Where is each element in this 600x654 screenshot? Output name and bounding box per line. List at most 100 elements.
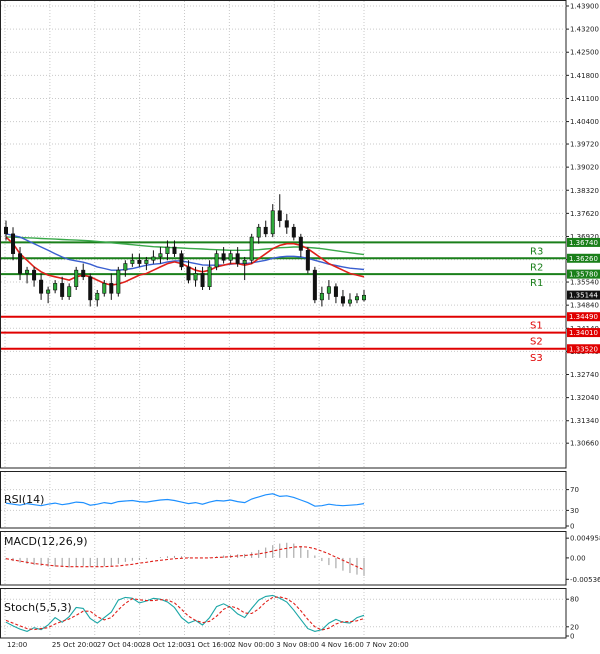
main-y-tick-label: 1.34840 bbox=[570, 302, 599, 310]
candle-body bbox=[263, 226, 268, 235]
candles bbox=[4, 194, 366, 307]
candle-body bbox=[130, 259, 135, 264]
candle-body bbox=[214, 253, 219, 268]
main-y-tick-label: 1.35540 bbox=[570, 279, 599, 287]
rsi-title: RSI(14) bbox=[4, 493, 44, 506]
level-price-tag: 1.33520 bbox=[569, 345, 598, 353]
macd-title: MACD(12,26,9) bbox=[4, 535, 88, 548]
main-y-tick-label: 1.43200 bbox=[570, 26, 599, 34]
candle-body bbox=[67, 286, 72, 297]
stoch-series bbox=[5, 594, 365, 632]
stoch-tick-label: 0 bbox=[570, 633, 574, 641]
level-price-tag-bg bbox=[567, 344, 600, 354]
x-tick-label: 7 Nov 20:00 bbox=[366, 641, 409, 649]
rsi-tick-label: 70 bbox=[570, 486, 579, 494]
grid-layer bbox=[1, 1, 566, 637]
main-y-tick-label: 1.30660 bbox=[570, 440, 599, 448]
candle-body bbox=[4, 226, 9, 235]
last-price-tag: 1.35144 bbox=[569, 292, 598, 300]
x-tick-label: 2 Nov 00:00 bbox=[231, 641, 274, 649]
candle-body bbox=[284, 220, 289, 228]
candle-body bbox=[270, 210, 275, 235]
stoch-d-line bbox=[5, 596, 365, 631]
main-y-tick-label: 1.39020 bbox=[570, 164, 599, 172]
candle-body bbox=[25, 269, 30, 274]
level-price-tag-bg bbox=[567, 328, 600, 338]
main-y-tick-label: 1.32040 bbox=[570, 394, 599, 402]
x-tick-label: 28 Oct 12:00 bbox=[142, 641, 188, 649]
candle-body bbox=[18, 253, 23, 274]
candle-body bbox=[235, 253, 240, 264]
candle-body bbox=[207, 266, 212, 287]
candle-body bbox=[39, 279, 44, 294]
level-label-s3: S3 bbox=[530, 353, 543, 364]
candle-body bbox=[116, 269, 121, 294]
level-price-tag: 1.36740 bbox=[569, 239, 598, 247]
x-tick-label: 25 Oct 20:00 bbox=[52, 641, 98, 649]
candle-body bbox=[88, 276, 93, 301]
x-tick-label: 3 Nov 08:00 bbox=[276, 641, 319, 649]
candle-body bbox=[340, 296, 345, 304]
candle-body bbox=[81, 269, 86, 278]
main-y-tick-label: 1.37620 bbox=[570, 210, 599, 218]
macd-series bbox=[5, 542, 365, 576]
candle-body bbox=[193, 273, 198, 281]
x-tick-label: 31 Oct 16:00 bbox=[187, 641, 233, 649]
macd-panel-frame bbox=[0, 531, 567, 586]
macd-signal-line bbox=[5, 546, 365, 571]
level-price-tag: 1.34010 bbox=[569, 329, 598, 337]
candle-body bbox=[333, 286, 338, 297]
candle-body bbox=[298, 236, 303, 251]
candle-body bbox=[32, 269, 37, 281]
candle-body bbox=[144, 259, 149, 264]
candle-body bbox=[137, 259, 142, 264]
level-price-tag-bg bbox=[567, 253, 600, 263]
x-tick-label: 4 Nov 16:00 bbox=[321, 641, 364, 649]
main-y-tick-label: 1.40400 bbox=[570, 118, 599, 126]
macd-tick-label: 0.00 bbox=[570, 554, 586, 562]
candle-body bbox=[74, 269, 79, 287]
main-y-tick-label: 1.38320 bbox=[570, 187, 599, 195]
candle-body bbox=[242, 259, 247, 264]
candle-body bbox=[102, 283, 107, 294]
candle-body bbox=[221, 253, 226, 261]
candle-body bbox=[319, 292, 324, 301]
candle-body bbox=[326, 286, 331, 294]
stoch-k-line bbox=[5, 594, 365, 632]
candle-body bbox=[53, 283, 58, 291]
main-y-tick-label: 1.32740 bbox=[570, 371, 599, 379]
candle-body bbox=[186, 266, 191, 281]
level-price-tag-bg bbox=[567, 312, 600, 322]
candle-body bbox=[256, 226, 261, 238]
stoch-tick-label: 80 bbox=[570, 596, 579, 604]
level-label-r3: R3 bbox=[530, 246, 543, 257]
support-resistance-levels: R3 R2 R1 S1 S2 S3 bbox=[1, 241, 566, 364]
rsi-tick-label: 0 bbox=[570, 523, 574, 531]
x-tick-label: 27 Oct 04:00 bbox=[97, 641, 143, 649]
rsi-tick-label: 30 bbox=[570, 507, 579, 515]
main-y-tick-label: 1.41100 bbox=[570, 95, 599, 103]
level-price-tag: 1.34490 bbox=[569, 313, 598, 321]
candle-body bbox=[347, 299, 352, 304]
candle-body bbox=[305, 250, 310, 271]
main-y-tick-label: 1.31340 bbox=[570, 417, 599, 425]
candle-body bbox=[165, 246, 170, 254]
main-panel-frame bbox=[0, 0, 567, 469]
stoch-panel-frame bbox=[0, 588, 567, 639]
candle-body bbox=[11, 233, 16, 254]
main-y-tick-label: 1.39720 bbox=[570, 141, 599, 149]
level-price-tag: 1.35780 bbox=[569, 271, 598, 279]
candle-body bbox=[354, 296, 359, 301]
candle-body bbox=[361, 294, 366, 301]
level-label-s1: S1 bbox=[530, 321, 543, 332]
moving-averages bbox=[5, 233, 365, 286]
ma-fast-red-line bbox=[5, 236, 365, 286]
candle-body bbox=[95, 292, 100, 301]
candle-body bbox=[151, 256, 156, 261]
level-price-tag: 1.36260 bbox=[569, 255, 598, 263]
level-label-r2: R2 bbox=[530, 262, 543, 273]
candle-body bbox=[291, 226, 296, 238]
level-label-r1: R1 bbox=[530, 278, 543, 289]
